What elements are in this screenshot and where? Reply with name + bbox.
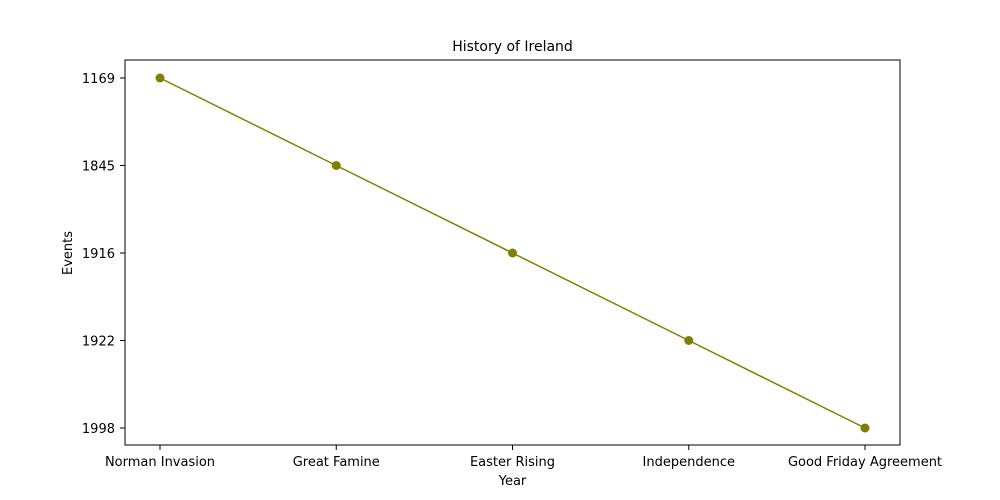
data-layer bbox=[155, 73, 870, 433]
x-tick-label: Independence bbox=[643, 455, 735, 470]
chart-title: History of Ireland bbox=[452, 39, 573, 55]
axes-layer: Norman Invasion Great Famine Easter Rising… bbox=[82, 59, 942, 470]
x-axis-label: Year bbox=[498, 474, 527, 489]
data-point bbox=[155, 73, 165, 83]
y-axis-label: Events bbox=[61, 231, 76, 275]
data-point bbox=[331, 161, 341, 170]
y-tick-label: 1998 bbox=[82, 422, 115, 437]
x-tick-label: Great Famine bbox=[293, 455, 380, 470]
x-tick-label: Easter Rising bbox=[470, 455, 555, 470]
y-tick-label: 1845 bbox=[82, 160, 115, 175]
y-tick-label: 1916 bbox=[82, 247, 115, 262]
data-point bbox=[860, 423, 870, 433]
y-tick-label: 1169 bbox=[82, 72, 115, 87]
data-point bbox=[508, 248, 517, 258]
y-tick-label: 1922 bbox=[82, 335, 115, 350]
x-tick-label: Good Friday Agreement bbox=[788, 455, 942, 470]
data-point bbox=[684, 336, 694, 345]
x-tick-label: Norman Invasion bbox=[105, 455, 215, 470]
